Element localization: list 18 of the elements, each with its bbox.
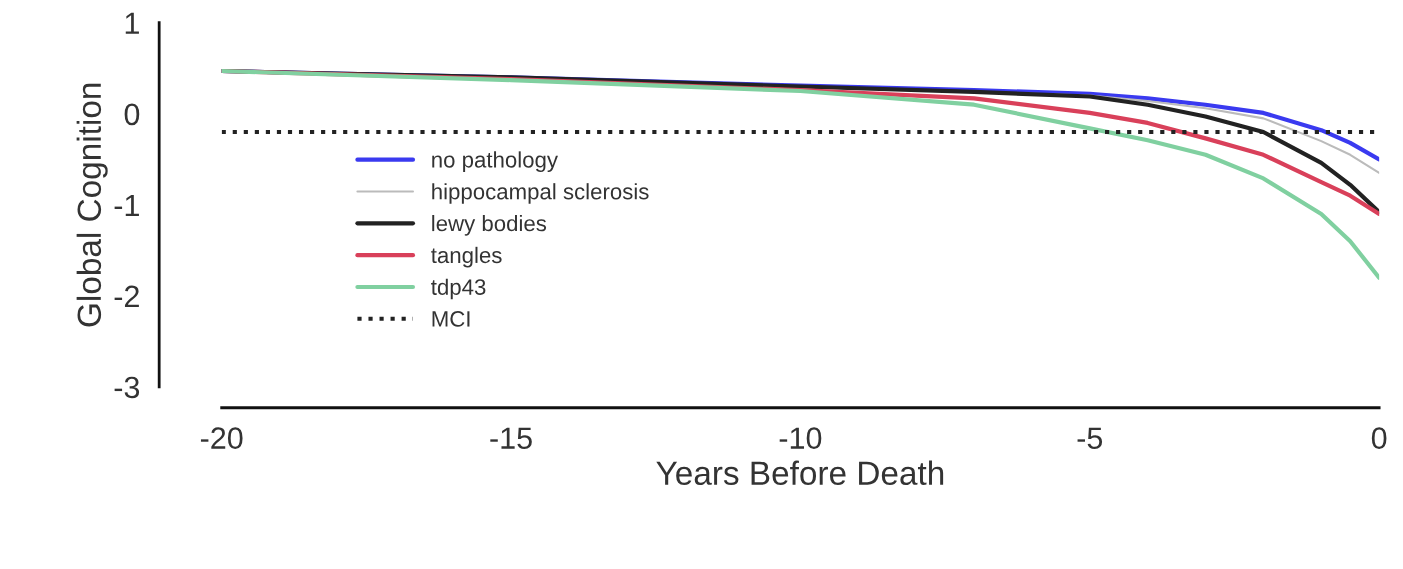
x-tick-label: -15 (490, 427, 532, 449)
y-tick-label: 0 (124, 103, 140, 126)
legend-label: lewy bodies (432, 214, 547, 236)
legend-label: MCI (432, 311, 470, 327)
legend-label: tangles (431, 246, 502, 268)
x-tick-label: -10 (779, 427, 822, 449)
y-tick-label: 1 (125, 12, 139, 34)
x-axis-title: Years Before Death (656, 460, 944, 486)
y-tick-label: -1 (114, 194, 139, 216)
x-tick-label: 0 (1371, 427, 1387, 449)
x-tick-label: -5 (1077, 427, 1103, 449)
y-tick-label: -2 (114, 285, 139, 307)
y-tick-label: -3 (114, 376, 140, 399)
legend-label: no pathology (432, 151, 558, 173)
legend-label: hippocampal sclerosis (432, 183, 649, 204)
y-axis-title: Global Cognition (76, 83, 108, 327)
legend-label: tdp43 (431, 278, 486, 300)
x-tick-label: -20 (200, 427, 243, 449)
